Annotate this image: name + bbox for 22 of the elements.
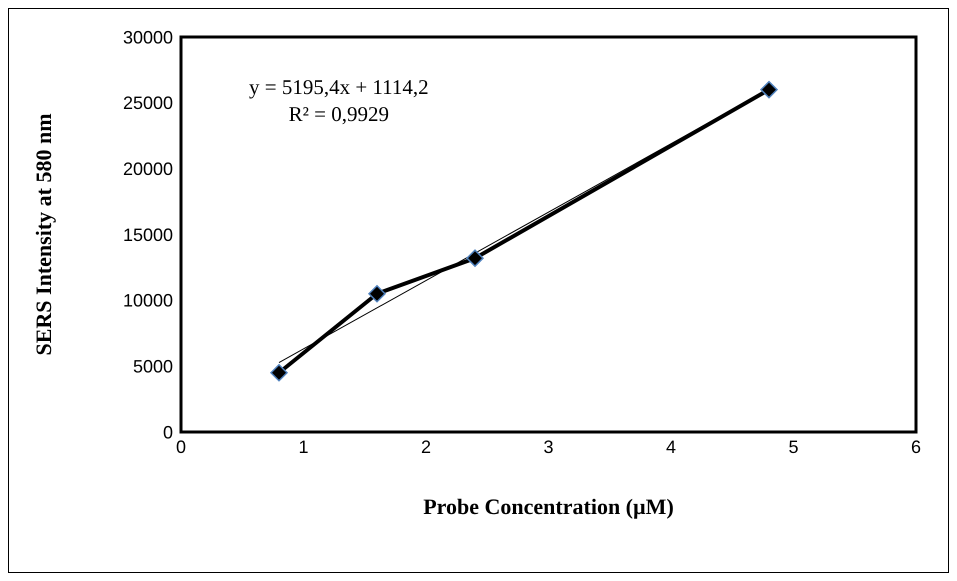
y-tick-label: 30000	[122, 27, 173, 48]
y-tick-label: 25000	[122, 93, 173, 114]
x-tick-label: 6	[910, 436, 922, 457]
x-tick-label: 2	[420, 436, 432, 457]
y-tick-label: 0	[162, 422, 173, 442]
x-axis-title: Probe Concentration (µM)	[423, 494, 674, 519]
y-tick-label: 20000	[122, 159, 173, 180]
y-tick-label: 15000	[122, 224, 173, 245]
annotation: y = 5195,4x + 1114,2	[249, 74, 429, 101]
point	[270, 364, 288, 382]
x-tick-label: 4	[666, 436, 676, 457]
point	[368, 285, 386, 302]
y-tick-label: 5000	[132, 356, 173, 377]
annotation: R² = 0,9929	[288, 101, 390, 128]
y-tick-label: 10000	[122, 290, 173, 311]
point	[760, 80, 778, 98]
point	[466, 249, 484, 267]
x-tick-label: 3	[543, 436, 554, 457]
x-tick-label: 5	[788, 436, 799, 457]
x-tick-label: 1	[298, 436, 309, 457]
x-tick-label: 0	[176, 436, 186, 457]
y-axis-title: SERS Intensity at 580 nm	[30, 113, 56, 356]
